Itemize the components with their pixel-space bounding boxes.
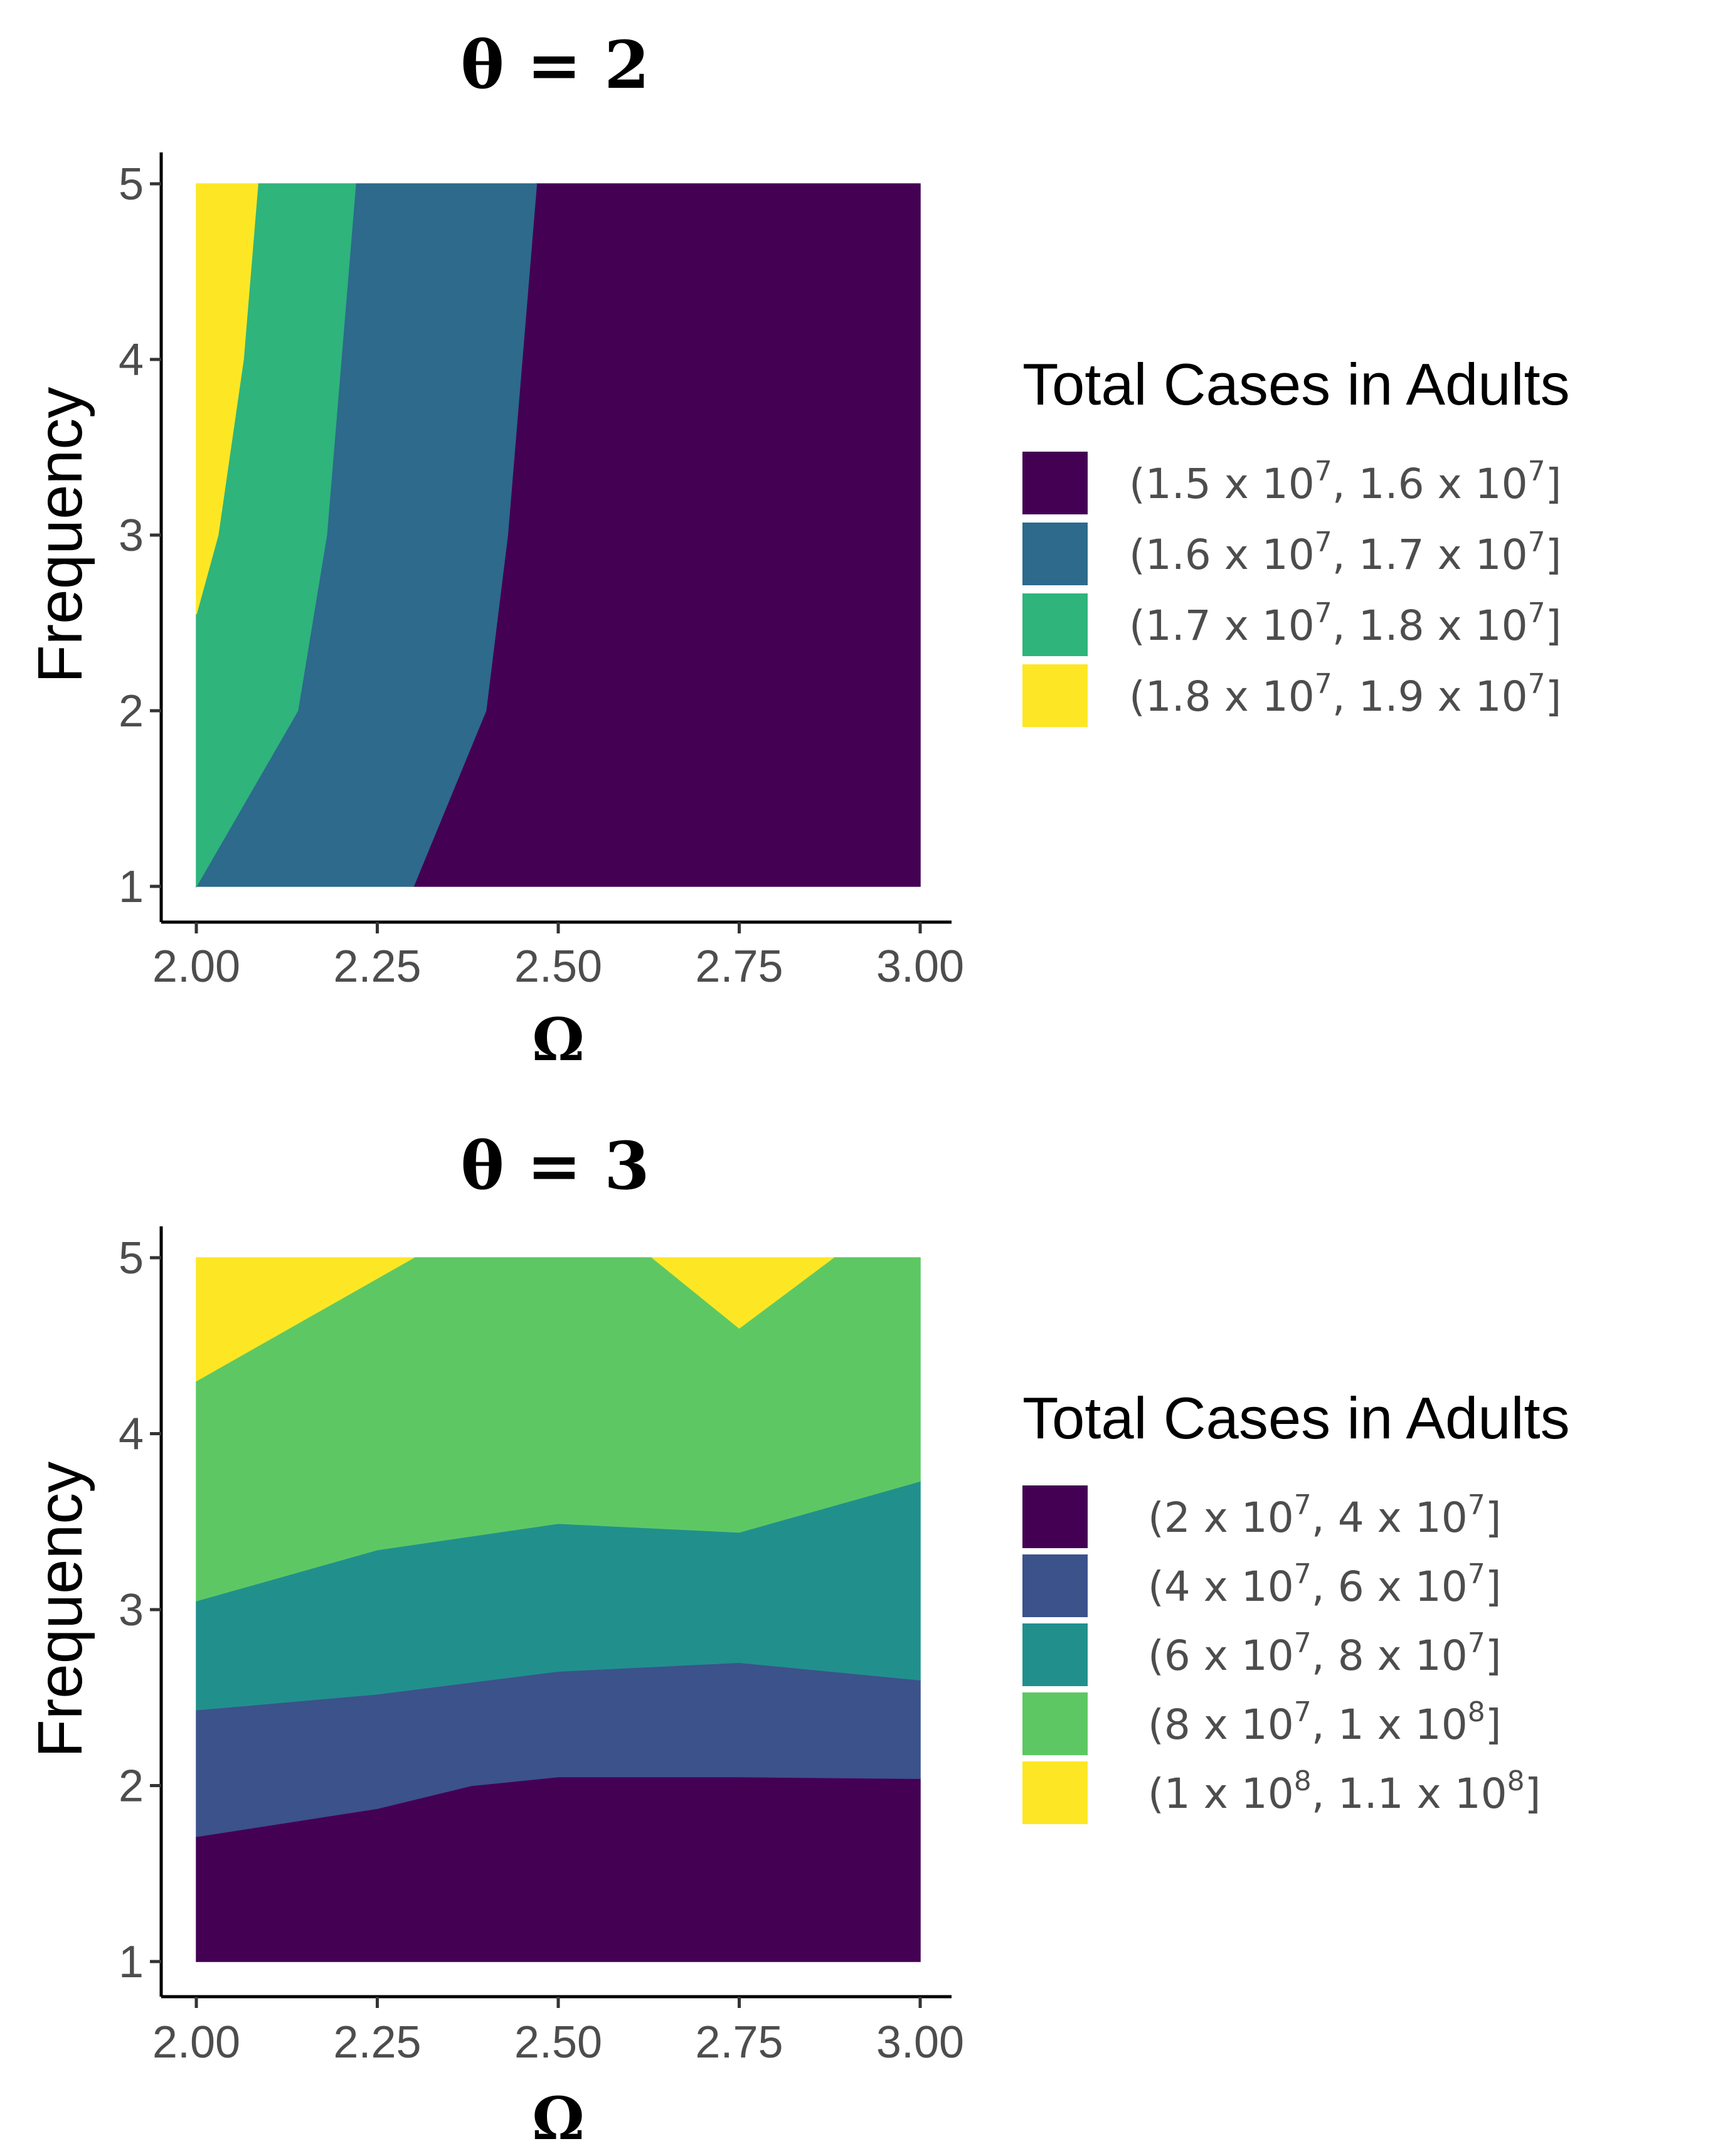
y-tick-label: 4 xyxy=(119,335,144,385)
y-axis-title: Frequency xyxy=(25,387,95,683)
contour-region-band-1.8-1.9 xyxy=(196,183,258,615)
y-tick-label: 1 xyxy=(119,1937,144,1987)
x-tick-label: 2.50 xyxy=(514,2017,602,2068)
legend-key xyxy=(1022,1692,1088,1755)
y-tick-label: 3 xyxy=(119,1585,144,1635)
x-axis-title: Ω xyxy=(532,1006,585,1075)
x-tick-label: 2.25 xyxy=(333,2017,421,2068)
legend-title: Total Cases in Adults xyxy=(1022,1385,1570,1451)
x-tick-label: 2.75 xyxy=(695,2017,783,2068)
x-axis-title: Ω xyxy=(532,2084,585,2153)
legend-label: (1 x 108, 1.1 x 108] xyxy=(1148,1765,1541,1818)
x-tick-label: 2.50 xyxy=(514,942,602,992)
x-tick-label: 3.00 xyxy=(876,942,964,992)
legend-key xyxy=(1022,1623,1088,1686)
contour-region-band-10-11-left xyxy=(196,1257,416,1382)
y-tick-label: 4 xyxy=(119,1410,144,1460)
legend-label: (4 x 107, 6 x 107] xyxy=(1148,1558,1501,1611)
legend-key xyxy=(1022,1761,1088,1824)
legend-key xyxy=(1022,452,1088,514)
y-tick-label: 1 xyxy=(119,862,144,912)
legend-label: (1.5 x 107, 1.6 x 107] xyxy=(1129,455,1561,508)
legend-label: (1.7 x 107, 1.8 x 107] xyxy=(1129,597,1561,650)
legend-label: (2 x 107, 4 x 107] xyxy=(1148,1489,1501,1542)
y-axis-title: Frequency xyxy=(25,1462,95,1758)
y-tick-label: 3 xyxy=(119,511,144,561)
x-tick-label: 2.75 xyxy=(695,942,783,992)
legend-key xyxy=(1022,523,1088,585)
y-tick-label: 2 xyxy=(119,686,144,736)
legend: Total Cases in Adults (2 x 107, 4 x 107] (… xyxy=(1022,1385,1570,1824)
legend-title: Total Cases in Adults xyxy=(1022,351,1570,417)
legend-label: (8 x 107, 1 x 108] xyxy=(1148,1696,1501,1749)
legend: Total Cases in Adults (1.5 x 107, 1.6 x 1… xyxy=(1022,351,1570,727)
x-tick-label: 3.00 xyxy=(876,2017,964,2068)
chart-panel-1: θ = 2 1 2 3 4 5 2.00 2.25 2.50 2.75 3.00 Ω Frequency… xyxy=(25,26,1570,1075)
legend-key xyxy=(1022,1485,1088,1548)
chart-title: θ = 3 xyxy=(460,1127,649,1204)
legend-label: (1.6 x 107, 1.7 x 107] xyxy=(1129,526,1561,579)
legend-label: (6 x 107, 8 x 107] xyxy=(1148,1627,1501,1680)
x-tick-label: 2.00 xyxy=(152,942,240,992)
legend-key xyxy=(1022,593,1088,656)
y-tick-label: 5 xyxy=(119,159,144,210)
legend-key xyxy=(1022,664,1088,727)
legend-key xyxy=(1022,1554,1088,1617)
y-tick-label: 5 xyxy=(119,1233,144,1283)
x-tick-label: 2.25 xyxy=(333,942,421,992)
chart-panel-2: θ = 3 1 2 3 4 5 2.00 2.25 2.50 2.75 3.00 Ω Frequency… xyxy=(25,1127,1570,2153)
contour-region-band-10-11-right xyxy=(650,1257,835,1329)
y-tick-label: 2 xyxy=(119,1761,144,1812)
chart-title: θ = 2 xyxy=(460,26,649,104)
x-tick-label: 2.00 xyxy=(152,2017,240,2068)
legend-label: (1.8 x 107, 1.9 x 107] xyxy=(1129,668,1561,721)
